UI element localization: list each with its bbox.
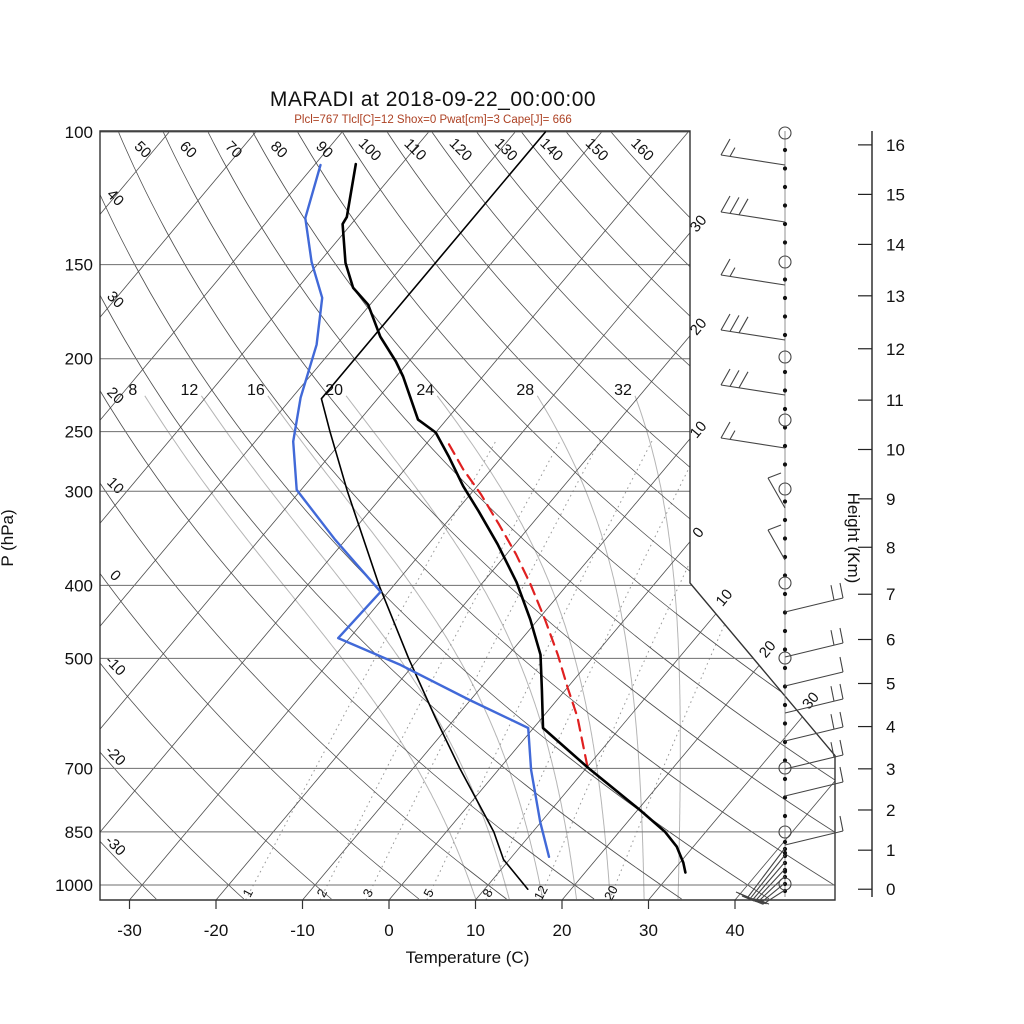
svg-text:-10: -10: [102, 652, 129, 679]
wind-barbs: [720, 138, 844, 905]
svg-text:300: 300: [65, 482, 93, 501]
svg-text:500: 500: [65, 649, 93, 668]
svg-text:10: 10: [466, 921, 485, 940]
svg-text:100: 100: [65, 123, 93, 142]
svg-text:8: 8: [886, 538, 895, 557]
chart-title: MARADI at 2018-09-22_00:00:00: [269, 88, 597, 111]
svg-text:150: 150: [582, 135, 612, 165]
svg-text:3: 3: [886, 760, 895, 779]
svg-text:12: 12: [531, 883, 551, 903]
svg-text:100: 100: [355, 135, 385, 165]
dewpoint-curve: [292, 163, 551, 858]
moist-adiabat-labels: 8 12 16 20 24 28 32: [128, 382, 632, 399]
svg-text:50: 50: [131, 138, 155, 162]
svg-text:200: 200: [65, 350, 93, 369]
y-axis-title-height: Height (Km): [844, 492, 863, 584]
x-axis-title: Temperature (C): [405, 948, 530, 967]
temperature-ticks: -30 -20 -10 0 10 20 30 40: [117, 900, 744, 940]
svg-text:16: 16: [247, 382, 265, 399]
pressure-gridlines: [100, 131, 835, 886]
svg-text:4: 4: [886, 718, 895, 737]
svg-text:3: 3: [360, 886, 377, 899]
svg-text:1000: 1000: [55, 876, 93, 895]
svg-text:14: 14: [886, 235, 905, 254]
temperature-curve: [341, 162, 687, 874]
svg-text:12: 12: [886, 340, 905, 359]
svg-text:160: 160: [627, 135, 657, 165]
svg-text:150: 150: [65, 256, 93, 275]
svg-text:400: 400: [65, 576, 93, 595]
svg-text:10: 10: [886, 440, 905, 459]
wind-staff-circles: [778, 126, 792, 891]
svg-text:80: 80: [267, 138, 291, 162]
plot-frame: [99, 130, 836, 901]
chart-indices-subtitle: Plcl=767 Tlcl[C]=12 Shox=0 Pwat[cm]=3 Ca…: [294, 114, 572, 126]
svg-text:-20: -20: [102, 742, 129, 769]
svg-text:20: 20: [601, 883, 621, 903]
svg-text:700: 700: [65, 759, 93, 778]
svg-text:10: 10: [103, 474, 127, 498]
svg-text:250: 250: [65, 423, 93, 442]
svg-text:28: 28: [516, 382, 534, 399]
dry-adiabat-lines: [100, 131, 835, 900]
moist-adiabat-lines: [144, 395, 681, 900]
svg-text:0: 0: [886, 880, 895, 899]
svg-text:20: 20: [325, 382, 343, 399]
svg-text:-20: -20: [204, 921, 229, 940]
svg-text:20: 20: [553, 921, 572, 940]
pressure-tick-labels: 100 150 200 250 300 400 500 700 850 1000: [55, 123, 93, 895]
svg-text:7: 7: [886, 585, 895, 604]
svg-text:120: 120: [446, 135, 476, 165]
svg-text:1: 1: [886, 841, 895, 860]
svg-text:20: 20: [103, 384, 127, 408]
svg-text:16: 16: [886, 136, 905, 155]
svg-text:-30: -30: [102, 832, 129, 859]
svg-text:20: 20: [756, 638, 780, 662]
svg-text:40: 40: [726, 921, 745, 940]
svg-text:8: 8: [128, 382, 137, 399]
svg-text:13: 13: [886, 287, 905, 306]
svg-text:140: 140: [536, 135, 566, 165]
svg-text:2: 2: [886, 801, 895, 820]
svg-text:9: 9: [886, 490, 895, 509]
svg-text:90: 90: [312, 138, 336, 162]
svg-text:5: 5: [886, 675, 895, 694]
mixing-ratio-lines: [245, 439, 809, 900]
svg-text:850: 850: [65, 823, 93, 842]
svg-text:24: 24: [416, 382, 434, 399]
svg-text:0: 0: [106, 567, 124, 585]
svg-text:32: 32: [614, 382, 632, 399]
parcel-curve: [447, 442, 589, 767]
svg-text:130: 130: [491, 135, 521, 165]
svg-text:0: 0: [689, 524, 707, 541]
svg-text:30: 30: [639, 921, 658, 940]
svg-text:0: 0: [384, 921, 393, 940]
svg-text:5: 5: [420, 886, 437, 899]
svg-text:70: 70: [222, 138, 246, 162]
svg-text:12: 12: [181, 382, 199, 399]
y-axis-title-pressure: P (hPa): [0, 509, 17, 566]
svg-text:-10: -10: [290, 921, 315, 940]
svg-text:-30: -30: [117, 921, 142, 940]
svg-text:11: 11: [886, 391, 904, 410]
svg-text:10: 10: [713, 586, 737, 610]
svg-text:60: 60: [176, 138, 200, 162]
isotherm-lines: [100, 131, 835, 900]
svg-text:6: 6: [886, 630, 895, 649]
standard-atmosphere-line: [320, 131, 547, 890]
svg-text:2: 2: [314, 886, 331, 899]
svg-text:15: 15: [886, 185, 905, 204]
